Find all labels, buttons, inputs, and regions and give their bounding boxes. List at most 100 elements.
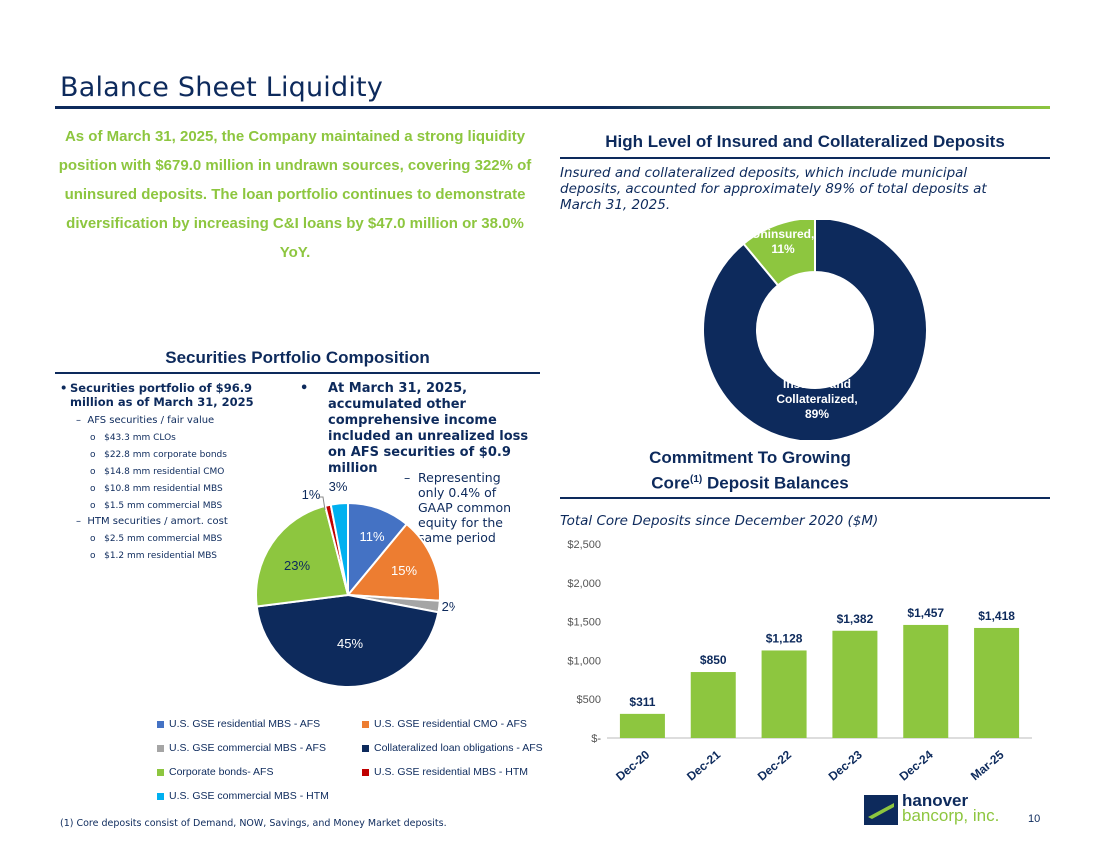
dash-icon: – — [404, 470, 411, 485]
bar-data-label: $850 — [700, 653, 727, 667]
y-tick-label: $1,500 — [567, 617, 601, 629]
core-deposits-heading-line2: Core(1) Deposit Balances — [651, 473, 849, 493]
dash-icon: – — [76, 415, 88, 426]
legend-label: U.S. GSE residential CMO - AFS — [374, 718, 527, 730]
insured-deposits-description: Insured and collateralized deposits, whi… — [560, 165, 987, 213]
circle-bullet-icon: o — [90, 534, 105, 544]
bar — [903, 624, 949, 738]
afs-item: o $43.3 mm CLOs — [90, 433, 176, 443]
y-tick-label: $2,000 — [567, 578, 601, 590]
x-tick-label: Dec-23 — [826, 747, 865, 783]
insured-deposits-divider — [560, 157, 1050, 159]
y-tick-label: $2,500 — [567, 539, 601, 551]
pie-slice — [255, 593, 440, 688]
x-tick-label: Dec-24 — [897, 747, 936, 783]
legend-swatch — [362, 744, 369, 752]
legend-label: Collateralized loan obligations - AFS — [374, 742, 543, 754]
legend-label: U.S. GSE commercial MBS - HTM — [169, 790, 329, 802]
intro-text: As of March 31, 2025, the Company mainta… — [58, 128, 532, 261]
pie-data-label: 45% — [337, 636, 363, 651]
deposit-donut-chart: Insured and Collateralized, 89% Uninsured, 1… — [702, 220, 928, 440]
x-tick-label: Mar-25 — [968, 747, 1007, 783]
aoci-sub-bullet-text: Representing only 0.4% of GAAP common eq… — [418, 470, 512, 545]
legend-swatch — [157, 720, 164, 728]
bullet-dot-icon: • — [60, 381, 68, 395]
bullet-dot-icon: • — [300, 381, 309, 396]
afs-list: o $43.3 mm CLOs o $22.8 mm corporate bond… — [76, 431, 280, 513]
donut-slice — [742, 220, 816, 287]
securities-pie-chart: 11% 15% 2% 45% 23% 1% 3% — [255, 479, 455, 688]
y-tick-label: $- — [591, 733, 601, 745]
htm-item: o $2.5 mm commercial MBS — [90, 534, 223, 544]
pie-data-label: 15% — [391, 563, 417, 578]
afs-item: o $22.8 mm corporate bonds — [90, 450, 227, 460]
bar-data-label: $1,418 — [978, 609, 1015, 623]
core-deposits-divider — [560, 497, 1050, 499]
page-title: Balance Sheet Liquidity — [60, 72, 384, 103]
circle-bullet-icon: o — [90, 551, 105, 561]
pie-slice — [329, 501, 349, 596]
legend-item: Collateralized loan obligations - AFS — [362, 742, 543, 754]
donut-data-label: Uninsured, 11% — [752, 227, 815, 256]
bar — [690, 672, 736, 738]
hanover-logo: hanover bancorp, inc. — [902, 791, 1000, 825]
legend-label: U.S. GSE residential MBS - HTM — [374, 766, 529, 778]
pie-data-label: 3% — [329, 479, 348, 494]
afs-label: – AFS securities / fair value — [76, 415, 215, 426]
insured-deposits-heading: High Level of Insured and Collateralized… — [605, 132, 1005, 151]
legend-swatch — [157, 768, 164, 776]
pie-slice — [255, 504, 350, 608]
htm-list: o $2.5 mm commercial MBS o $1.2 mm reside… — [76, 532, 280, 563]
legend-item: U.S. GSE residential MBS - AFS — [157, 718, 320, 730]
legend-label: U.S. GSE commercial MBS - AFS — [169, 742, 326, 754]
portfolio-bullet: • Securities portfolio of $96.9 million … — [60, 381, 280, 563]
circle-bullet-icon: o — [90, 501, 105, 511]
bar — [974, 627, 1020, 738]
afs-group: – AFS securities / fair value o $43.3 mm… — [60, 414, 280, 563]
pie-data-label: 1% — [302, 487, 321, 502]
core-deposits-subtitle: Total Core Deposits since December 2020 … — [560, 513, 879, 529]
bar-data-label: $311 — [629, 695, 655, 709]
x-tick-label: Dec-20 — [613, 747, 652, 783]
aoci-bullet-text: At March 31, 2025, accumulated other com… — [328, 381, 529, 476]
hanover-logo-icon — [864, 795, 898, 825]
pie-data-label: 23% — [284, 558, 310, 573]
htm-label: – HTM securities / amort. cost — [76, 516, 228, 527]
legend-item: U.S. GSE commercial MBS - AFS — [157, 742, 326, 754]
legend-swatch — [362, 768, 369, 776]
y-tick-label: $500 — [577, 694, 601, 706]
donut-data-label: Insured and Collateralized, 89% — [776, 377, 857, 421]
legend-swatch — [157, 744, 164, 752]
pie-data-label: 11% — [359, 529, 384, 544]
securities-portfolio-heading: Securities Portfolio Composition — [165, 348, 430, 367]
legend-label: Corporate bonds- AFS — [169, 766, 274, 778]
x-tick-label: Dec-21 — [684, 747, 723, 783]
legend-swatch — [157, 792, 164, 800]
title-divider — [55, 106, 1050, 109]
circle-bullet-icon: o — [90, 467, 105, 477]
x-tick-label: Dec-22 — [755, 747, 794, 783]
logo-line1: hanover — [902, 791, 969, 810]
securities-portfolio-divider — [55, 372, 540, 374]
bar — [619, 713, 665, 738]
aoci-sub-bullet: – Representing only 0.4% of GAAP common … — [404, 470, 528, 545]
bar-data-label: $1,457 — [907, 606, 944, 620]
donut-slice — [702, 220, 928, 440]
afs-item: o $14.8 mm residential CMO — [90, 467, 225, 477]
legend-item: Corporate bonds- AFS — [157, 766, 273, 778]
securities-pie-legend: U.S. GSE residential MBS - AFS U.S. GSE r… — [157, 718, 557, 813]
afs-item: o $10.8 mm residential MBS — [90, 484, 223, 494]
core-deposits-bar-chart: $- $500 $1,000 $1,500 $2,000 $2,500 $311 Dec-2… — [567, 539, 1032, 784]
circle-bullet-icon: o — [90, 484, 105, 494]
dash-icon: – — [76, 516, 88, 527]
core-deposits-heading: Commitment To Growing Core(1) Deposit Ba… — [560, 447, 940, 495]
legend-item: U.S. GSE residential CMO - AFS — [362, 718, 527, 730]
legend-item: U.S. GSE residential MBS - HTM — [362, 766, 528, 778]
circle-bullet-icon: o — [90, 433, 105, 443]
legend-swatch — [362, 720, 369, 728]
htm-item: o $1.2 mm residential MBS — [90, 551, 217, 561]
pie-data-label: 2% — [442, 599, 455, 614]
bar — [832, 630, 878, 738]
logo-line2: bancorp, inc. — [902, 806, 1000, 825]
page-number: 10 — [1028, 813, 1041, 825]
